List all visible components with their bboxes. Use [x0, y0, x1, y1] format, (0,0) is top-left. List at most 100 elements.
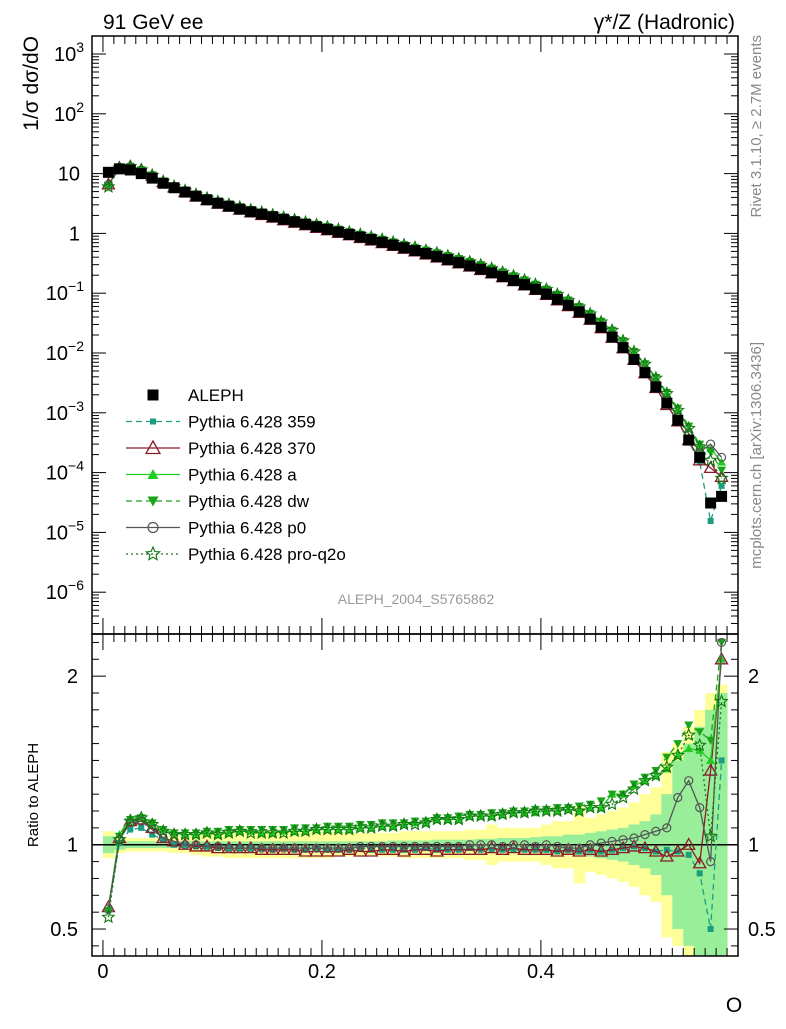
main-point [717, 466, 727, 475]
ratio-point [246, 826, 256, 835]
ratio-point [311, 824, 321, 833]
main-point [398, 242, 410, 254]
main-point [431, 251, 443, 263]
ratio-point [180, 840, 190, 850]
main-point [101, 179, 116, 193]
ratio-point [519, 840, 530, 850]
ratio-point [685, 851, 692, 858]
ratio-point [158, 826, 168, 835]
main-point [562, 299, 574, 311]
ratio-point [335, 846, 342, 853]
main-point [716, 490, 728, 502]
main-series-line [107, 165, 723, 479]
ratio-point [123, 813, 138, 828]
main-point [518, 279, 530, 291]
ratio-point [626, 781, 642, 796]
ratio-series-pythia-6-428-pro-q2o [101, 693, 729, 924]
ratio-point [257, 826, 267, 835]
ratio-point [368, 846, 375, 853]
ratio-point [421, 817, 431, 826]
main-point [157, 177, 169, 189]
ratio-point [232, 823, 247, 838]
main-point [508, 275, 520, 287]
ratio-point [432, 841, 442, 852]
main-point [672, 414, 684, 426]
ratio-y-axis: 0.5 0.5 1 1 2 2 [50, 641, 776, 947]
ratio-point [487, 840, 497, 850]
ratio-point [268, 826, 278, 835]
legend-marker [147, 389, 159, 401]
ratio-point [651, 826, 661, 836]
main-point [278, 213, 290, 225]
ratio-point [484, 808, 499, 823]
main-x-ticks [102, 36, 728, 634]
ratio-point [550, 844, 565, 857]
ratio-point [618, 790, 628, 799]
ratio-point [401, 846, 408, 853]
ratio-point [541, 805, 551, 814]
ratio-point [604, 842, 620, 855]
ratio-point [322, 822, 332, 831]
ratio-point [443, 841, 453, 852]
main-point [659, 386, 674, 400]
ratio-point [333, 822, 343, 831]
ratio-series-pythia-6-428-dw [103, 638, 727, 915]
main-point [124, 164, 136, 176]
main-point [343, 228, 355, 240]
ratio-point [322, 843, 333, 853]
ratio-point [572, 803, 587, 818]
legend-label: ALEPH [188, 386, 244, 405]
legend-marker [147, 496, 159, 507]
ratio-point [465, 810, 475, 819]
legend-item: Pythia 6.428 359 [126, 413, 316, 432]
band-inner [716, 693, 728, 956]
ratio-point [324, 846, 331, 853]
legend-item: Pythia 6.428 pro-q2o [126, 545, 346, 564]
main-point [168, 182, 180, 194]
ratio-panel: 0.5 0.5 1 1 2 2 0 0.2 0.4 Ratio to ALEPH O [25, 633, 776, 1017]
ratio-point [279, 826, 289, 835]
ratio-point [202, 827, 212, 836]
ratio-point [692, 855, 707, 869]
ratio-point [213, 827, 223, 836]
ratio-point [695, 803, 705, 813]
main-point [453, 257, 465, 269]
main-point [420, 248, 432, 260]
legend-item: Pythia 6.428 370 [126, 439, 316, 458]
x-axis-label: O [726, 994, 742, 1017]
ratio-point [509, 807, 519, 816]
ratio-y-axis-label: Ratio to ALEPH [25, 743, 42, 847]
ratio-point [684, 776, 694, 786]
main-point [201, 194, 213, 206]
ratio-point [433, 846, 440, 853]
ratio-point [585, 840, 595, 850]
main-point [102, 166, 114, 178]
ratio-point [377, 841, 387, 852]
main-point [706, 439, 716, 449]
ratio-point [357, 845, 364, 852]
ratio-point [607, 836, 617, 846]
ratio-point [550, 803, 565, 818]
ratio-point [596, 838, 606, 848]
ratio-point [125, 818, 135, 828]
legend: ALEPH Pythia 6.428 359 Pythia 6.428 370 Pyt… [126, 386, 346, 564]
main-point [135, 168, 147, 180]
ratio-point [287, 842, 302, 855]
main-point [584, 313, 596, 325]
ratio-point [583, 842, 598, 855]
legend-label: Pythia 6.428 370 [188, 439, 316, 458]
main-point [354, 231, 366, 243]
main-point [146, 172, 158, 184]
ratio-point [714, 693, 729, 708]
ratio-point [221, 825, 236, 839]
ratio-point [506, 805, 521, 819]
ratio-point [681, 727, 696, 742]
ratio-point [364, 844, 379, 857]
main-y-axis-label: 1/σ dσ/dO [20, 36, 43, 131]
main-point [706, 448, 716, 457]
ratio-point [487, 809, 497, 818]
ratio-point [466, 845, 473, 852]
main-point [703, 460, 718, 474]
